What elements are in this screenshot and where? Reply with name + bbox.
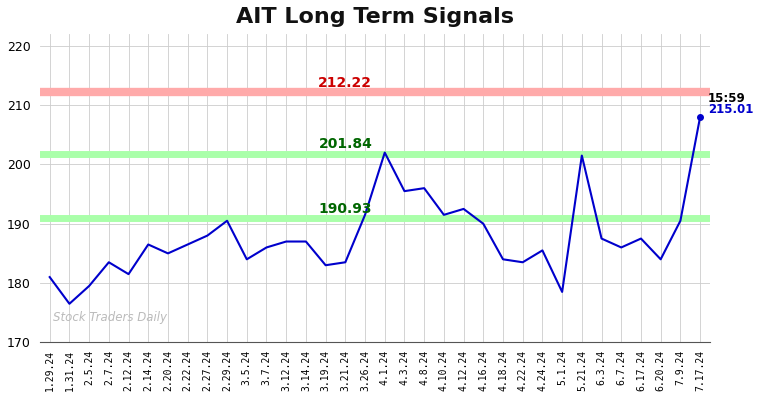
- Text: 15:59: 15:59: [708, 92, 746, 105]
- Title: AIT Long Term Signals: AIT Long Term Signals: [236, 7, 514, 27]
- Text: 215.01: 215.01: [708, 103, 753, 116]
- Text: 201.84: 201.84: [318, 137, 372, 151]
- Text: 190.93: 190.93: [318, 202, 372, 216]
- Text: Stock Traders Daily: Stock Traders Daily: [53, 311, 167, 324]
- Text: 212.22: 212.22: [318, 76, 372, 90]
